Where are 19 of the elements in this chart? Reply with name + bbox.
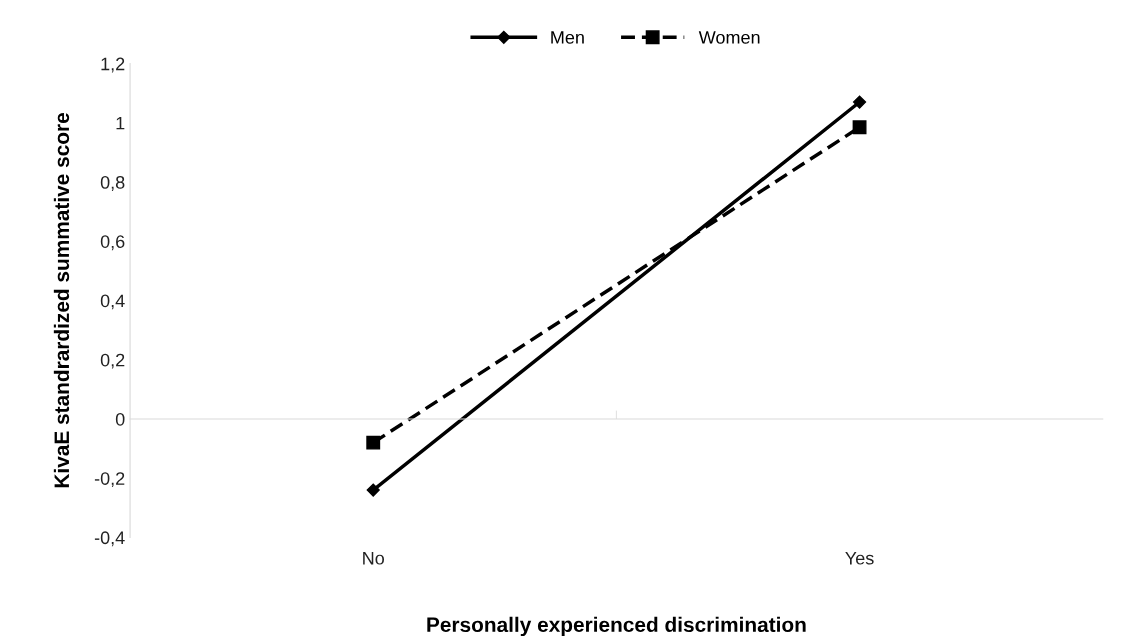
y-tick-label: -0,4 — [94, 531, 125, 547]
y-tick-label: 0,6 — [100, 235, 125, 251]
y-tick-label: 0,8 — [100, 175, 125, 191]
point — [852, 120, 867, 135]
y-tick-label: 1 — [116, 116, 125, 130]
legend-label: Men — [551, 31, 584, 44]
x-tick-label: Yes — [845, 551, 874, 565]
x-tick-label: No — [363, 551, 385, 565]
point — [852, 95, 867, 109]
point — [366, 483, 380, 497]
y-tick-label: 1,2 — [101, 57, 125, 73]
y-tick-label: 0 — [115, 412, 125, 426]
y-axis-title: KivaE standrardized summative score — [53, 113, 70, 488]
legend-label: Women — [698, 31, 760, 44]
y-tick-label: 0,4 — [100, 294, 125, 310]
y-tick-label: 0,2 — [100, 353, 125, 369]
y-tick-label: -0,2 — [94, 472, 125, 488]
x-axis-title: Personally experienced discrimination — [427, 616, 806, 636]
point — [366, 435, 381, 450]
